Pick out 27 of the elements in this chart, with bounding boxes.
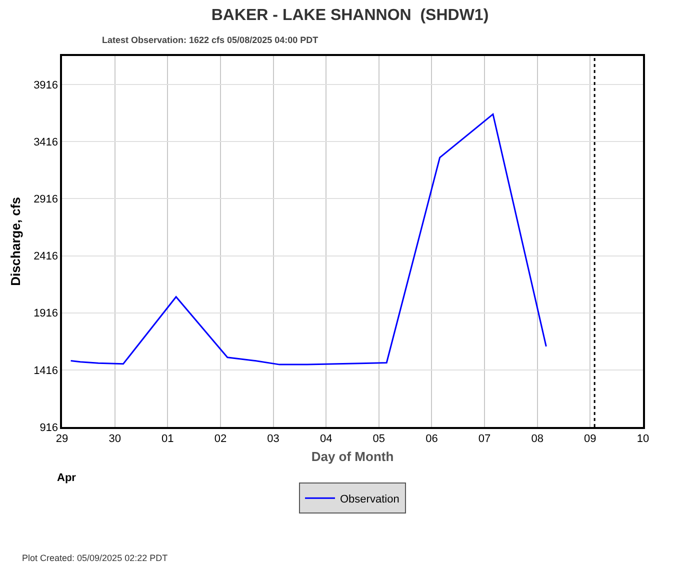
y-tick-label: 916: [40, 422, 58, 434]
legend-label: Observation: [340, 493, 400, 506]
y-tick-label: 1416: [34, 364, 58, 377]
y-tick-label: 3916: [34, 79, 58, 92]
chart-title: BAKER - LAKE SHANNON (SHDW1): [211, 6, 489, 24]
line-series: [70, 113, 547, 366]
x-tick-label: 07: [478, 432, 491, 445]
y-tick-label: 1916: [34, 308, 58, 320]
x-tick-label: 06: [426, 432, 438, 445]
x-tick-label: 02: [214, 432, 227, 445]
y-tick-label: 2916: [34, 194, 58, 206]
x-tick-label: 30: [108, 432, 121, 445]
text: Plot Created: 05/09/2025 02:22 PDT: [22, 553, 168, 563]
y-tick-label: 3416: [34, 136, 58, 148]
chart-subtitle: Latest Observation: 1622 cfs 05/08/2025 04:00 PDT: [102, 35, 319, 45]
x-axis-title: Day of Month: [311, 449, 394, 464]
x-tick-label: 08: [531, 432, 544, 445]
x-tick-label: 09: [584, 432, 596, 445]
x-tick-label: 03: [267, 432, 280, 445]
x-tick-label: 01: [162, 432, 174, 445]
x-tick-label: 05: [372, 432, 386, 445]
x-tick-label: 04: [320, 432, 332, 445]
y-axis-title: Discharge, cfs: [8, 197, 24, 286]
x-tick-label: 10: [636, 432, 650, 445]
text: Apr: [57, 472, 77, 484]
x-tick-label: 29: [56, 432, 68, 445]
y-tick-label: 2416: [34, 250, 58, 263]
